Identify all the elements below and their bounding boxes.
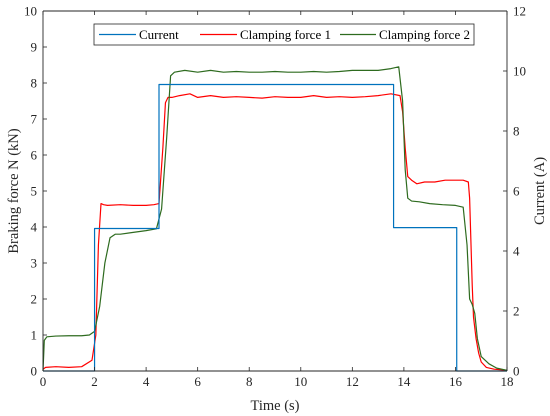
y-right-tick-label: 4 <box>513 244 520 259</box>
x-tick-label: 12 <box>346 374 359 389</box>
legend-label-current: Current <box>139 27 179 42</box>
x-tick-label: 10 <box>294 374 307 389</box>
y-left-tick-label: 7 <box>31 112 38 127</box>
series-layer <box>42 66 508 372</box>
y-right-tick-label: 0 <box>513 364 520 379</box>
y-left-tick-label: 0 <box>31 364 38 379</box>
series-line-current <box>43 83 507 372</box>
y-right-tick-label: 10 <box>513 64 526 79</box>
x-tick-label: 4 <box>143 374 150 389</box>
legend-label-clamping-force-2: Clamping force 2 <box>379 27 470 42</box>
y-axis-left-label: Braking force N (kN) <box>6 128 22 253</box>
y-left-tick-label: 9 <box>31 40 38 55</box>
x-tick-label: 2 <box>91 374 98 389</box>
y-left-tick-label: 6 <box>31 148 38 163</box>
x-axis-label: Time (s) <box>250 398 299 414</box>
x-tick-label: 16 <box>449 374 463 389</box>
legend-box <box>93 23 475 46</box>
y-right-tick-label: 6 <box>513 184 520 199</box>
y-left-tick-label: 8 <box>31 76 38 91</box>
y-left-tick-label: 2 <box>31 292 38 307</box>
x-tick-label: 18 <box>501 374 514 389</box>
y-left-tick-label: 4 <box>31 220 38 235</box>
series-line-clamping-force-2 <box>42 66 508 372</box>
x-tick-label: 0 <box>40 374 47 389</box>
x-tick-label: 6 <box>194 374 201 389</box>
legend: Current Clamping force 1 Clamping force … <box>93 23 475 46</box>
y-left-tick-label: 5 <box>31 184 38 199</box>
y-right-tick-label: 2 <box>513 304 520 319</box>
series-line-clamping-force-1 <box>42 93 508 371</box>
y-left-tick-label: 10 <box>24 4 37 19</box>
y-right-tick-label: 8 <box>513 124 520 139</box>
y-right-tick-label: 12 <box>513 4 526 19</box>
x-tick-label: 8 <box>246 374 253 389</box>
y-axis-right-label: Current (A) <box>532 157 548 225</box>
y-left-tick-label: 3 <box>31 256 38 271</box>
legend-label-clamping-force-1: Clamping force 1 <box>240 27 331 42</box>
y-left-tick-label: 1 <box>31 328 38 343</box>
x-tick-label: 14 <box>397 374 411 389</box>
